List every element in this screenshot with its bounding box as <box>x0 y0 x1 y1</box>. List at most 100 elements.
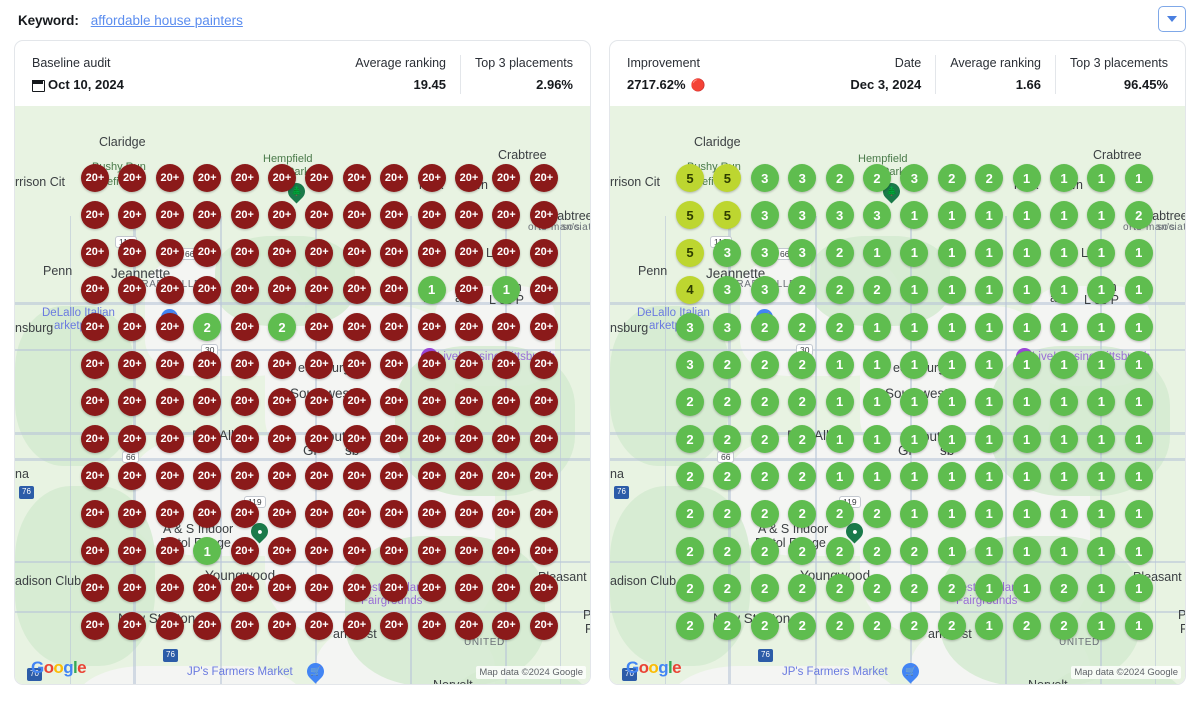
map-rank-pin[interactable]: 1 <box>825 387 854 416</box>
map-rank-pin[interactable]: 20+ <box>305 387 334 416</box>
map-rank-pin[interactable]: 20+ <box>305 574 334 603</box>
map-rank-pin[interactable]: 20+ <box>529 611 558 640</box>
map-rank-pin[interactable]: 2 <box>788 537 817 565</box>
map-rank-pin[interactable]: 1 <box>900 313 929 342</box>
map-rank-pin[interactable]: 1 <box>937 201 966 230</box>
map-rank-pin[interactable]: 1 <box>1087 574 1116 603</box>
map-rank-pin[interactable]: 2 <box>676 611 704 640</box>
map-rank-pin[interactable]: 20+ <box>342 537 371 565</box>
map-rank-pin[interactable]: 2 <box>788 574 817 603</box>
improvement-map[interactable]: Claridge Crabtree Bushy Run Battlefield Hemp… <box>610 106 1185 684</box>
map-rank-pin[interactable]: 20+ <box>268 275 296 304</box>
map-rank-pin[interactable]: 20+ <box>155 275 184 304</box>
map-rank-pin[interactable]: 20+ <box>417 164 446 192</box>
map-rank-pin[interactable]: 20+ <box>230 574 259 603</box>
map-rank-pin[interactable]: 2 <box>937 164 966 192</box>
map-rank-pin[interactable]: 2 <box>863 611 891 640</box>
map-rank-pin[interactable]: 20+ <box>268 425 296 454</box>
map-rank-pin[interactable]: 1 <box>1124 574 1153 603</box>
map-rank-pin[interactable]: 2 <box>788 425 817 454</box>
map-rank-pin[interactable]: 1 <box>1087 537 1116 565</box>
map-rank-pin[interactable]: 20+ <box>305 164 334 192</box>
map-rank-pin[interactable]: 2 <box>676 537 704 565</box>
map-rank-pin[interactable]: 20+ <box>492 164 521 192</box>
map-rank-pin[interactable]: 2 <box>713 425 742 454</box>
map-rank-pin[interactable]: 20+ <box>268 201 296 230</box>
map-rank-pin[interactable]: 1 <box>1124 611 1153 640</box>
map-rank-pin[interactable]: 2 <box>750 611 779 640</box>
map-rank-pin[interactable]: 20+ <box>529 275 558 304</box>
map-rank-pin[interactable]: 1 <box>1012 499 1041 528</box>
map-rank-pin[interactable]: 5 <box>713 164 742 192</box>
map-rank-pin[interactable]: 5 <box>676 238 704 267</box>
map-rank-pin[interactable]: 20+ <box>193 238 222 267</box>
map-rank-pin[interactable]: 20+ <box>268 238 296 267</box>
map-rank-pin[interactable]: 1 <box>1087 462 1116 491</box>
map-rank-pin[interactable]: 1 <box>1050 425 1078 454</box>
map-rank-pin[interactable]: 1 <box>863 238 891 267</box>
map-rank-pin[interactable]: 2 <box>975 164 1004 192</box>
map-rank-pin[interactable]: 20+ <box>455 425 483 454</box>
map-rank-pin[interactable]: 1 <box>1012 238 1041 267</box>
map-rank-pin[interactable]: 2 <box>863 164 891 192</box>
map-rank-pin[interactable]: 1 <box>1087 350 1116 379</box>
map-rank-pin[interactable]: 20+ <box>268 462 296 491</box>
map-rank-pin[interactable]: 20+ <box>529 537 558 565</box>
map-rank-pin[interactable]: 20+ <box>193 275 222 304</box>
map-rank-pin[interactable]: 20+ <box>455 611 483 640</box>
map-rank-pin[interactable]: 20+ <box>118 537 147 565</box>
map-rank-pin[interactable]: 20+ <box>118 275 147 304</box>
map-rank-pin[interactable]: 2 <box>1050 574 1078 603</box>
map-rank-pin[interactable]: 20+ <box>118 611 147 640</box>
map-rank-pin[interactable]: 20+ <box>118 313 147 342</box>
map-rank-pin[interactable]: 20+ <box>118 201 147 230</box>
map-rank-pin[interactable]: 20+ <box>380 201 409 230</box>
map-rank-pin[interactable]: 20+ <box>81 164 109 192</box>
map-rank-pin[interactable]: 2 <box>193 313 222 342</box>
map-rank-pin[interactable]: 1 <box>1012 387 1041 416</box>
map-rank-pin[interactable]: 1 <box>863 425 891 454</box>
map-rank-pin[interactable]: 2 <box>788 462 817 491</box>
map-rank-pin[interactable]: 20+ <box>118 387 147 416</box>
map-rank-pin[interactable]: 1 <box>900 462 929 491</box>
map-rank-pin[interactable]: 20+ <box>118 425 147 454</box>
map-rank-pin[interactable]: 20+ <box>118 350 147 379</box>
map-rank-pin[interactable]: 20+ <box>455 313 483 342</box>
map-rank-pin[interactable]: 20+ <box>455 499 483 528</box>
map-rank-pin[interactable]: 1 <box>900 238 929 267</box>
map-rank-pin[interactable]: 20+ <box>118 164 147 192</box>
map-rank-pin[interactable]: 2 <box>713 350 742 379</box>
map-rank-pin[interactable]: 2 <box>788 499 817 528</box>
map-rank-pin[interactable]: 20+ <box>230 537 259 565</box>
map-rank-pin[interactable]: 1 <box>900 425 929 454</box>
map-rank-pin[interactable]: 3 <box>750 201 779 230</box>
map-rank-pin[interactable]: 2 <box>750 313 779 342</box>
keyword-dropdown-button[interactable] <box>1158 6 1186 32</box>
map-rank-pin[interactable]: 2 <box>1012 611 1041 640</box>
map-rank-pin[interactable]: 20+ <box>380 164 409 192</box>
map-rank-pin[interactable]: 1 <box>937 425 966 454</box>
map-rank-pin[interactable]: 1 <box>900 499 929 528</box>
map-rank-pin[interactable]: 1 <box>1087 238 1116 267</box>
map-rank-pin[interactable]: 2 <box>713 611 742 640</box>
map-rank-pin[interactable]: 3 <box>788 201 817 230</box>
map-rank-pin[interactable]: 1 <box>1012 201 1041 230</box>
map-rank-pin[interactable]: 20+ <box>380 275 409 304</box>
map-rank-pin[interactable]: 2 <box>788 350 817 379</box>
map-rank-pin[interactable]: 20+ <box>492 238 521 267</box>
map-rank-pin[interactable]: 1 <box>492 275 521 304</box>
map-rank-pin[interactable]: 20+ <box>342 238 371 267</box>
map-rank-pin[interactable]: 3 <box>750 164 779 192</box>
map-rank-pin[interactable]: 1 <box>825 425 854 454</box>
map-rank-pin[interactable]: 1 <box>1012 164 1041 192</box>
map-rank-pin[interactable]: 20+ <box>81 611 109 640</box>
map-rank-pin[interactable]: 2 <box>1124 201 1153 230</box>
map-rank-pin[interactable]: 20+ <box>305 425 334 454</box>
map-rank-pin[interactable]: 20+ <box>492 574 521 603</box>
map-rank-pin[interactable]: 20+ <box>492 313 521 342</box>
map-rank-pin[interactable]: 20+ <box>230 387 259 416</box>
map-rank-pin[interactable]: 20+ <box>193 611 222 640</box>
map-rank-pin[interactable]: 20+ <box>529 201 558 230</box>
map-rank-pin[interactable]: 2 <box>900 574 929 603</box>
map-rank-pin[interactable]: 2 <box>750 387 779 416</box>
